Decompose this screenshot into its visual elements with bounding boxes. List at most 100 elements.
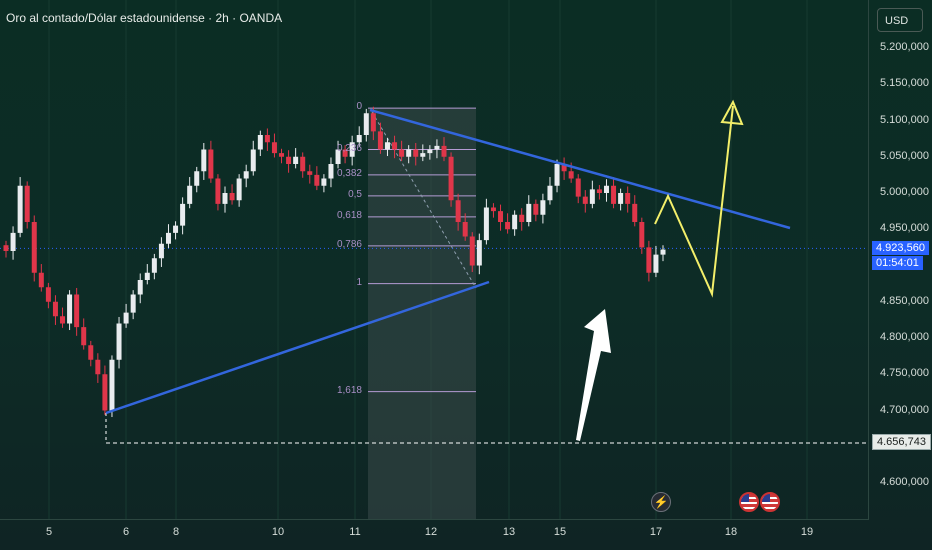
candle-body (596, 189, 602, 193)
candle-body (441, 145, 447, 157)
fib-level-label: 0,382 (336, 167, 362, 179)
candle-body (611, 185, 617, 204)
candle-body (512, 214, 518, 230)
candle-body (384, 142, 390, 150)
candle-body (519, 214, 525, 222)
fib-level-label: 0,236 (336, 142, 362, 154)
candle-body (187, 185, 193, 204)
candle-body (413, 149, 419, 157)
time-tick: 11 (349, 526, 361, 538)
up-arrow (576, 309, 611, 441)
price-tick: 4.700,000 (880, 403, 929, 416)
candle-body (74, 294, 80, 328)
time-tick: 12 (424, 526, 438, 538)
candle-body (67, 294, 73, 324)
bar-countdown: 01:54:01 (872, 256, 923, 270)
candle-body (257, 135, 263, 150)
us-flag-icon[interactable] (739, 492, 759, 512)
lower-trendline (105, 280, 490, 415)
candle-body (533, 203, 539, 215)
candle-body (271, 142, 277, 154)
candle-body (646, 247, 652, 273)
fib-level-label: 1 (356, 276, 362, 288)
candle-body (370, 113, 376, 132)
candle-body (17, 185, 23, 233)
fib-level-label: 0 (356, 101, 362, 113)
projection-arrow-head (720, 99, 744, 126)
time-tick: 6 (122, 526, 130, 538)
price-tick: 4.850,000 (880, 294, 929, 307)
candle-body (307, 171, 313, 175)
candle-body (24, 185, 30, 222)
candle-body (243, 171, 249, 179)
candle-body (589, 189, 595, 204)
price-tick: 5.200,000 (880, 41, 929, 53)
candle-body (490, 207, 496, 212)
candle-body (137, 280, 143, 295)
candle-body (483, 207, 489, 241)
candle-body (476, 240, 482, 266)
fib-diagonal (371, 111, 477, 289)
currency-selector[interactable]: USD (877, 8, 923, 32)
candle-body (321, 178, 327, 186)
upper-trendline (369, 108, 791, 230)
candle-body (639, 222, 645, 248)
candle-body (208, 149, 214, 179)
candle-body (165, 232, 171, 244)
candle-body (151, 258, 157, 273)
candle-body (505, 222, 511, 230)
lightning-icon[interactable]: ⚡ (651, 492, 671, 512)
time-tick: 8 (172, 526, 180, 538)
candle-body (349, 142, 355, 157)
candle-body (158, 243, 164, 259)
candle-body (448, 156, 454, 201)
candle-body (236, 178, 242, 201)
candle-body (293, 156, 299, 164)
candle-body (554, 164, 560, 186)
candle-body (264, 135, 270, 143)
chart-title: Oro al contado/Dólar estadounidense · 2h… (6, 11, 283, 25)
candle-body (632, 203, 638, 222)
price-tick: 4.600,000 (880, 476, 929, 488)
price-tick: 4.800,000 (880, 331, 929, 343)
candle-body (427, 149, 433, 154)
candle-body (3, 245, 9, 251)
candle-body (356, 135, 362, 143)
price-tick: 4.750,000 (880, 367, 929, 380)
candle-body (469, 236, 475, 266)
candle-body (31, 222, 37, 273)
candle-body (561, 164, 567, 172)
candle-body (342, 149, 348, 157)
candle-body (526, 203, 532, 222)
candle-body (45, 287, 51, 302)
time-tick: 18 (724, 526, 738, 538)
candle-body (547, 185, 553, 201)
candle-body (222, 193, 228, 204)
fib-level-label: 0,786 (336, 238, 362, 250)
fib-level-label: 0,5 (348, 188, 362, 200)
fib-level-label: 0,618 (336, 209, 362, 221)
time-tick: 13 (502, 526, 516, 538)
candle-body (392, 142, 398, 150)
us-flag-icon[interactable] (760, 492, 780, 512)
candle-body (377, 131, 383, 150)
candle-body (653, 254, 659, 273)
time-tick: 19 (800, 526, 814, 538)
time-tick: 17 (649, 526, 663, 538)
price-axis-border (868, 0, 869, 520)
price-tick: 5.000,000 (880, 186, 929, 198)
candle-body (180, 203, 186, 226)
candle-body (279, 153, 285, 157)
candle-body (194, 171, 200, 186)
candles (3, 106, 666, 418)
candle-body (498, 211, 504, 222)
price-tick: 5.050,000 (880, 149, 929, 162)
candle-body (399, 149, 405, 157)
candle-body (582, 196, 588, 204)
candle-body (420, 153, 426, 157)
candle-body (603, 185, 609, 193)
fibonacci-levels (368, 107, 476, 393)
candle-body (201, 149, 207, 172)
